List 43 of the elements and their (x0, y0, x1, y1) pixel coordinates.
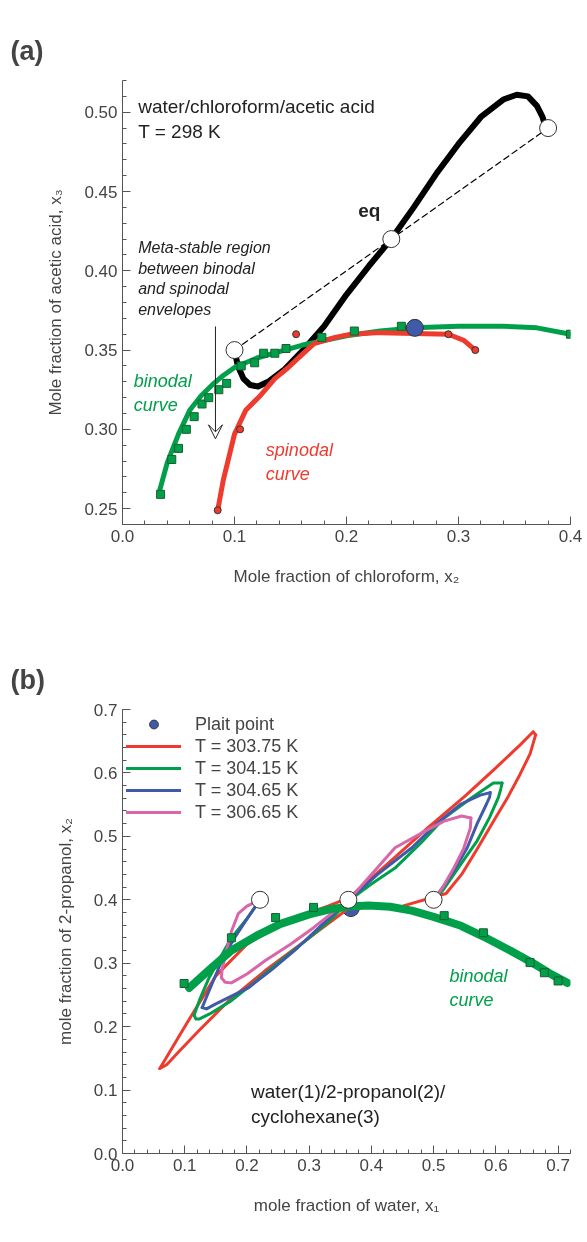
legend-label: T = 306.65 K (195, 801, 299, 823)
x-tick-label: 0.3 (446, 526, 471, 546)
y-axis-title: mole fraction of 2-propanol, x₂ (55, 818, 75, 1045)
legend-label: Plait point (195, 713, 275, 735)
y-tick-label: 0.4 (93, 890, 118, 910)
legend-label: T = 303.75 K (195, 735, 299, 757)
x-tick-label: 0.6 (484, 1155, 508, 1175)
annotation: water/chloroform/acetic acid T = 298 K (137, 95, 375, 142)
annotation: water(1)/2-propanol(2)/ cyclohexane(3) (250, 1080, 447, 1127)
annotation: eq (358, 200, 381, 222)
x-axis-title: Mole fraction of chloroform, x₂ (233, 566, 460, 586)
series-label: binodal curve (133, 371, 193, 416)
y-tick-label: 0.45 (84, 182, 118, 202)
x-tick-label: 0.7 (546, 1155, 570, 1175)
x-tick-label: 0.2 (235, 1155, 259, 1175)
legend-label: T = 304.15 K (195, 757, 299, 779)
x-tick-label: 0.2 (334, 526, 359, 546)
y-tick-label: 0.6 (93, 763, 118, 783)
chart-title: (a) (10, 35, 44, 66)
y-tick-label: 0.40 (84, 261, 118, 281)
y-tick-label: 0.3 (93, 954, 118, 974)
x-tick-label: 0.0 (110, 526, 135, 546)
series-label: binodal curve (449, 965, 509, 1010)
chart-title: (b) (10, 664, 45, 695)
x-tick-label: 0.1 (172, 1155, 197, 1175)
x-tick-label: 0.3 (297, 1155, 321, 1175)
y-tick-label: 0.2 (93, 1017, 118, 1037)
y-tick-label: 0.35 (84, 341, 118, 361)
x-tick-label: 0.1 (222, 526, 247, 546)
y-tick-label: 0.25 (84, 499, 118, 519)
y-tick-label: 0.30 (84, 420, 118, 440)
y-axis-title: Mole fraction of acetic acid, x₃ (46, 189, 66, 416)
x-tick-label: 0.4 (558, 526, 583, 546)
y-tick-label: 0.50 (84, 103, 118, 123)
x-tick-label: 0.4 (359, 1155, 384, 1175)
annotation: Meta-stable region between binodal and spinodal envelopes (138, 239, 271, 318)
legend-label: T = 304.65 K (195, 779, 299, 801)
y-tick-label: 0.5 (93, 827, 118, 847)
x-axis-title: mole fraction of water, x₁ (253, 1195, 440, 1215)
y-tick-label: 0.7 (93, 700, 118, 720)
y-tick-label: 0.1 (93, 1081, 118, 1101)
x-tick-label: 0.5 (421, 1155, 446, 1175)
series-label: spinodal curve (265, 440, 334, 485)
